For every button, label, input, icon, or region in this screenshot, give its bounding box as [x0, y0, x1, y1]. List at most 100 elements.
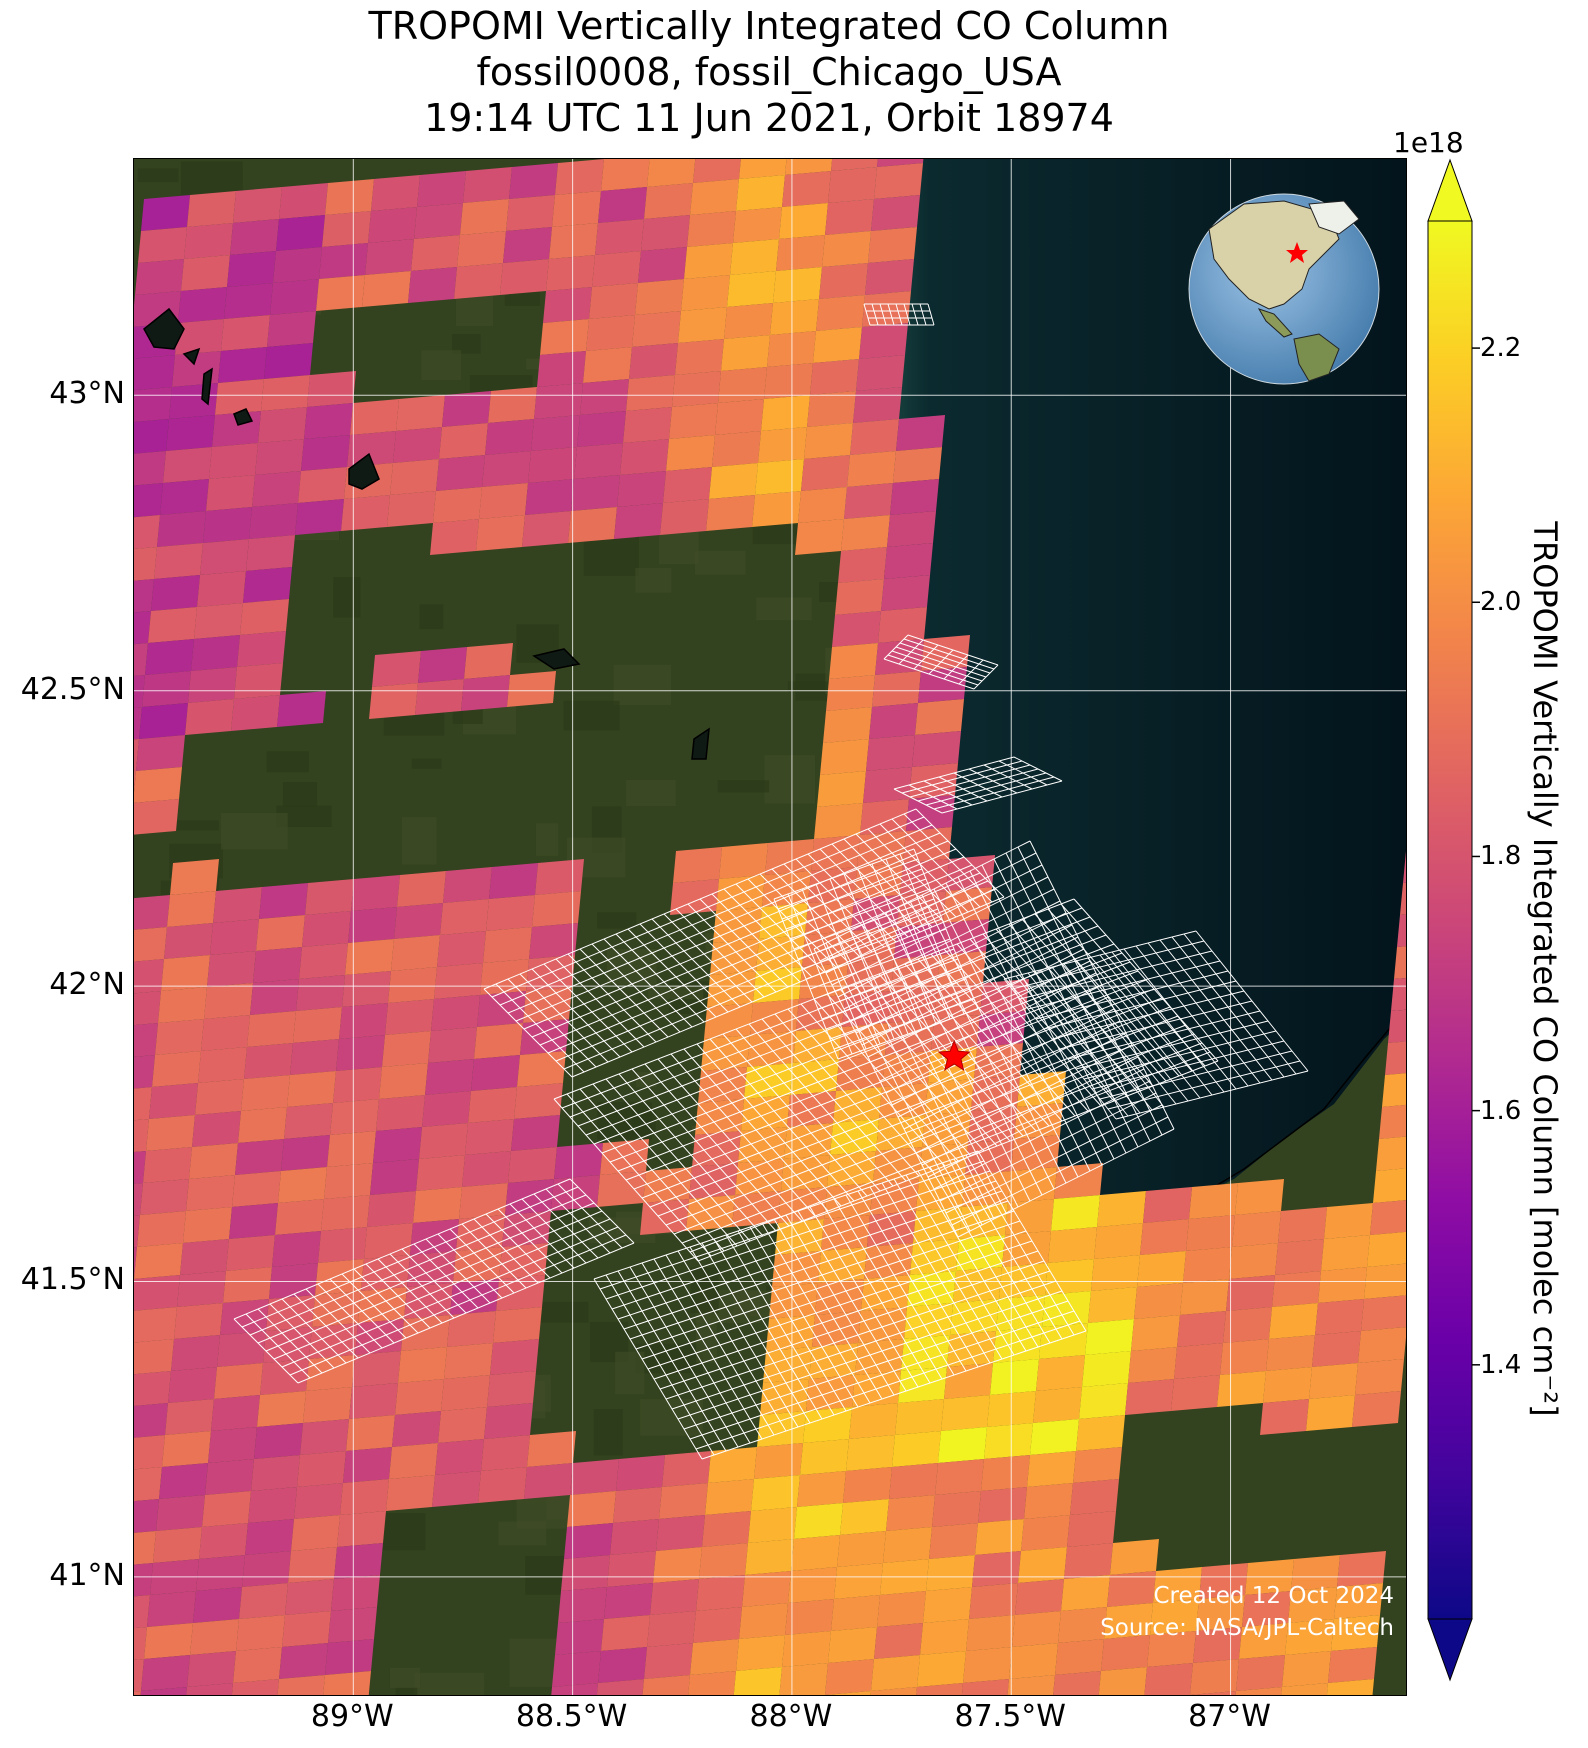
co-pixel	[1281, 1683, 1328, 1695]
co-pixel	[868, 227, 917, 263]
co-pixel	[437, 931, 486, 967]
co-pixel	[305, 879, 354, 915]
co-pixel	[134, 1403, 168, 1438]
co-pixel	[237, 631, 286, 667]
co-pixel	[372, 651, 421, 687]
co-pixel	[1014, 1103, 1063, 1139]
co-pixel	[456, 1215, 505, 1251]
co-pixel	[903, 827, 952, 863]
co-pixel	[134, 515, 160, 549]
footprint-line	[1059, 1000, 1253, 1050]
co-pixel	[817, 771, 866, 807]
co-pixel	[134, 739, 139, 772]
footprint-line	[915, 1044, 1133, 1154]
co-pixel	[141, 195, 190, 231]
co-pixel	[416, 1155, 465, 1191]
co-pixel	[167, 891, 216, 927]
co-pixel	[277, 691, 326, 727]
title-line-3: 19:14 UTC 11 Jun 2021, Orbit 18974	[424, 96, 1114, 140]
co-pixel	[1171, 1375, 1220, 1411]
footprint-line	[933, 776, 1055, 810]
co-pixel	[351, 875, 400, 911]
co-pixel	[742, 1571, 791, 1607]
lat-tick-label: 42°N	[49, 967, 125, 1003]
footprint-line	[563, 888, 997, 1070]
co-pixel	[653, 1547, 702, 1583]
co-pixel	[158, 987, 207, 1023]
footprint-line	[675, 908, 765, 998]
co-pixel	[134, 1215, 140, 1248]
footprint-line	[903, 638, 995, 670]
colorbar	[1427, 158, 1480, 1682]
co-pixel	[414, 203, 463, 239]
co-pixel	[644, 183, 693, 219]
co-pixel	[272, 1231, 321, 1267]
co-pixel	[413, 1187, 462, 1223]
co-pixel	[297, 1451, 346, 1487]
co-pixel	[147, 1591, 196, 1627]
co-pixel	[227, 251, 276, 287]
co-pixel	[712, 431, 761, 467]
co-pixel	[878, 607, 927, 643]
co-pixel	[249, 503, 298, 539]
co-pixel	[337, 1511, 386, 1547]
footprint-line	[273, 1218, 611, 1360]
co-pixel	[758, 427, 807, 463]
co-pixel	[134, 1435, 165, 1470]
co-pixel	[620, 439, 669, 475]
co-pixel	[568, 507, 617, 543]
co-pixel	[909, 763, 958, 799]
co-pixel	[187, 1651, 236, 1687]
co-pixel	[398, 1347, 447, 1383]
co-pixel	[434, 963, 483, 999]
co-pixel	[769, 1283, 818, 1319]
footprint-line	[483, 988, 573, 1078]
co-pixel	[877, 1591, 926, 1627]
co-pixel	[690, 1639, 739, 1675]
co-pixel	[861, 1275, 910, 1311]
co-pixel	[699, 1543, 748, 1579]
co-pixel	[376, 1095, 425, 1131]
co-pixel	[442, 391, 491, 427]
lon-tick-label: 88.5°W	[515, 1699, 628, 1734]
footprint-line	[927, 303, 935, 326]
co-pixel	[779, 1663, 828, 1695]
co-pixel	[926, 1555, 975, 1591]
co-pixel	[474, 1023, 523, 1059]
co-pixel	[1229, 1243, 1278, 1279]
footprint-line	[1003, 930, 1197, 980]
co-pixel	[797, 1471, 846, 1507]
co-pixel	[234, 663, 283, 699]
footprint-line	[895, 303, 903, 326]
co-pixel	[450, 1279, 499, 1315]
co-pixel	[1140, 1219, 1189, 1255]
co-pixel	[698, 1067, 747, 1103]
co-pixel	[890, 479, 939, 515]
co-pixel	[763, 1347, 812, 1383]
co-pixel	[784, 1123, 833, 1159]
co-pixel	[161, 955, 210, 991]
co-pixel	[464, 643, 513, 679]
footprint-line	[911, 303, 919, 326]
footprint-line	[657, 1015, 1179, 1217]
co-pixel	[804, 423, 853, 459]
co-pixel	[186, 1683, 233, 1695]
co-pixel	[479, 483, 528, 519]
footprint-line	[553, 898, 1075, 1100]
co-pixel	[189, 1143, 238, 1179]
co-pixel	[770, 299, 819, 335]
co-pixel	[640, 1199, 689, 1235]
co-pixel	[596, 1679, 644, 1695]
co-pixel	[567, 1491, 616, 1527]
co-pixel	[208, 1427, 257, 1463]
co-pixel	[134, 1563, 153, 1597]
co-pixel	[251, 1455, 300, 1491]
co-pixel	[138, 227, 187, 263]
co-pixel	[134, 483, 163, 518]
co-pixel	[435, 1439, 484, 1475]
co-pixel	[457, 231, 506, 267]
co-pixel	[331, 1575, 380, 1611]
co-pixel	[592, 251, 641, 287]
footprint-line	[825, 864, 1043, 974]
footprint-line	[571, 896, 1005, 1078]
